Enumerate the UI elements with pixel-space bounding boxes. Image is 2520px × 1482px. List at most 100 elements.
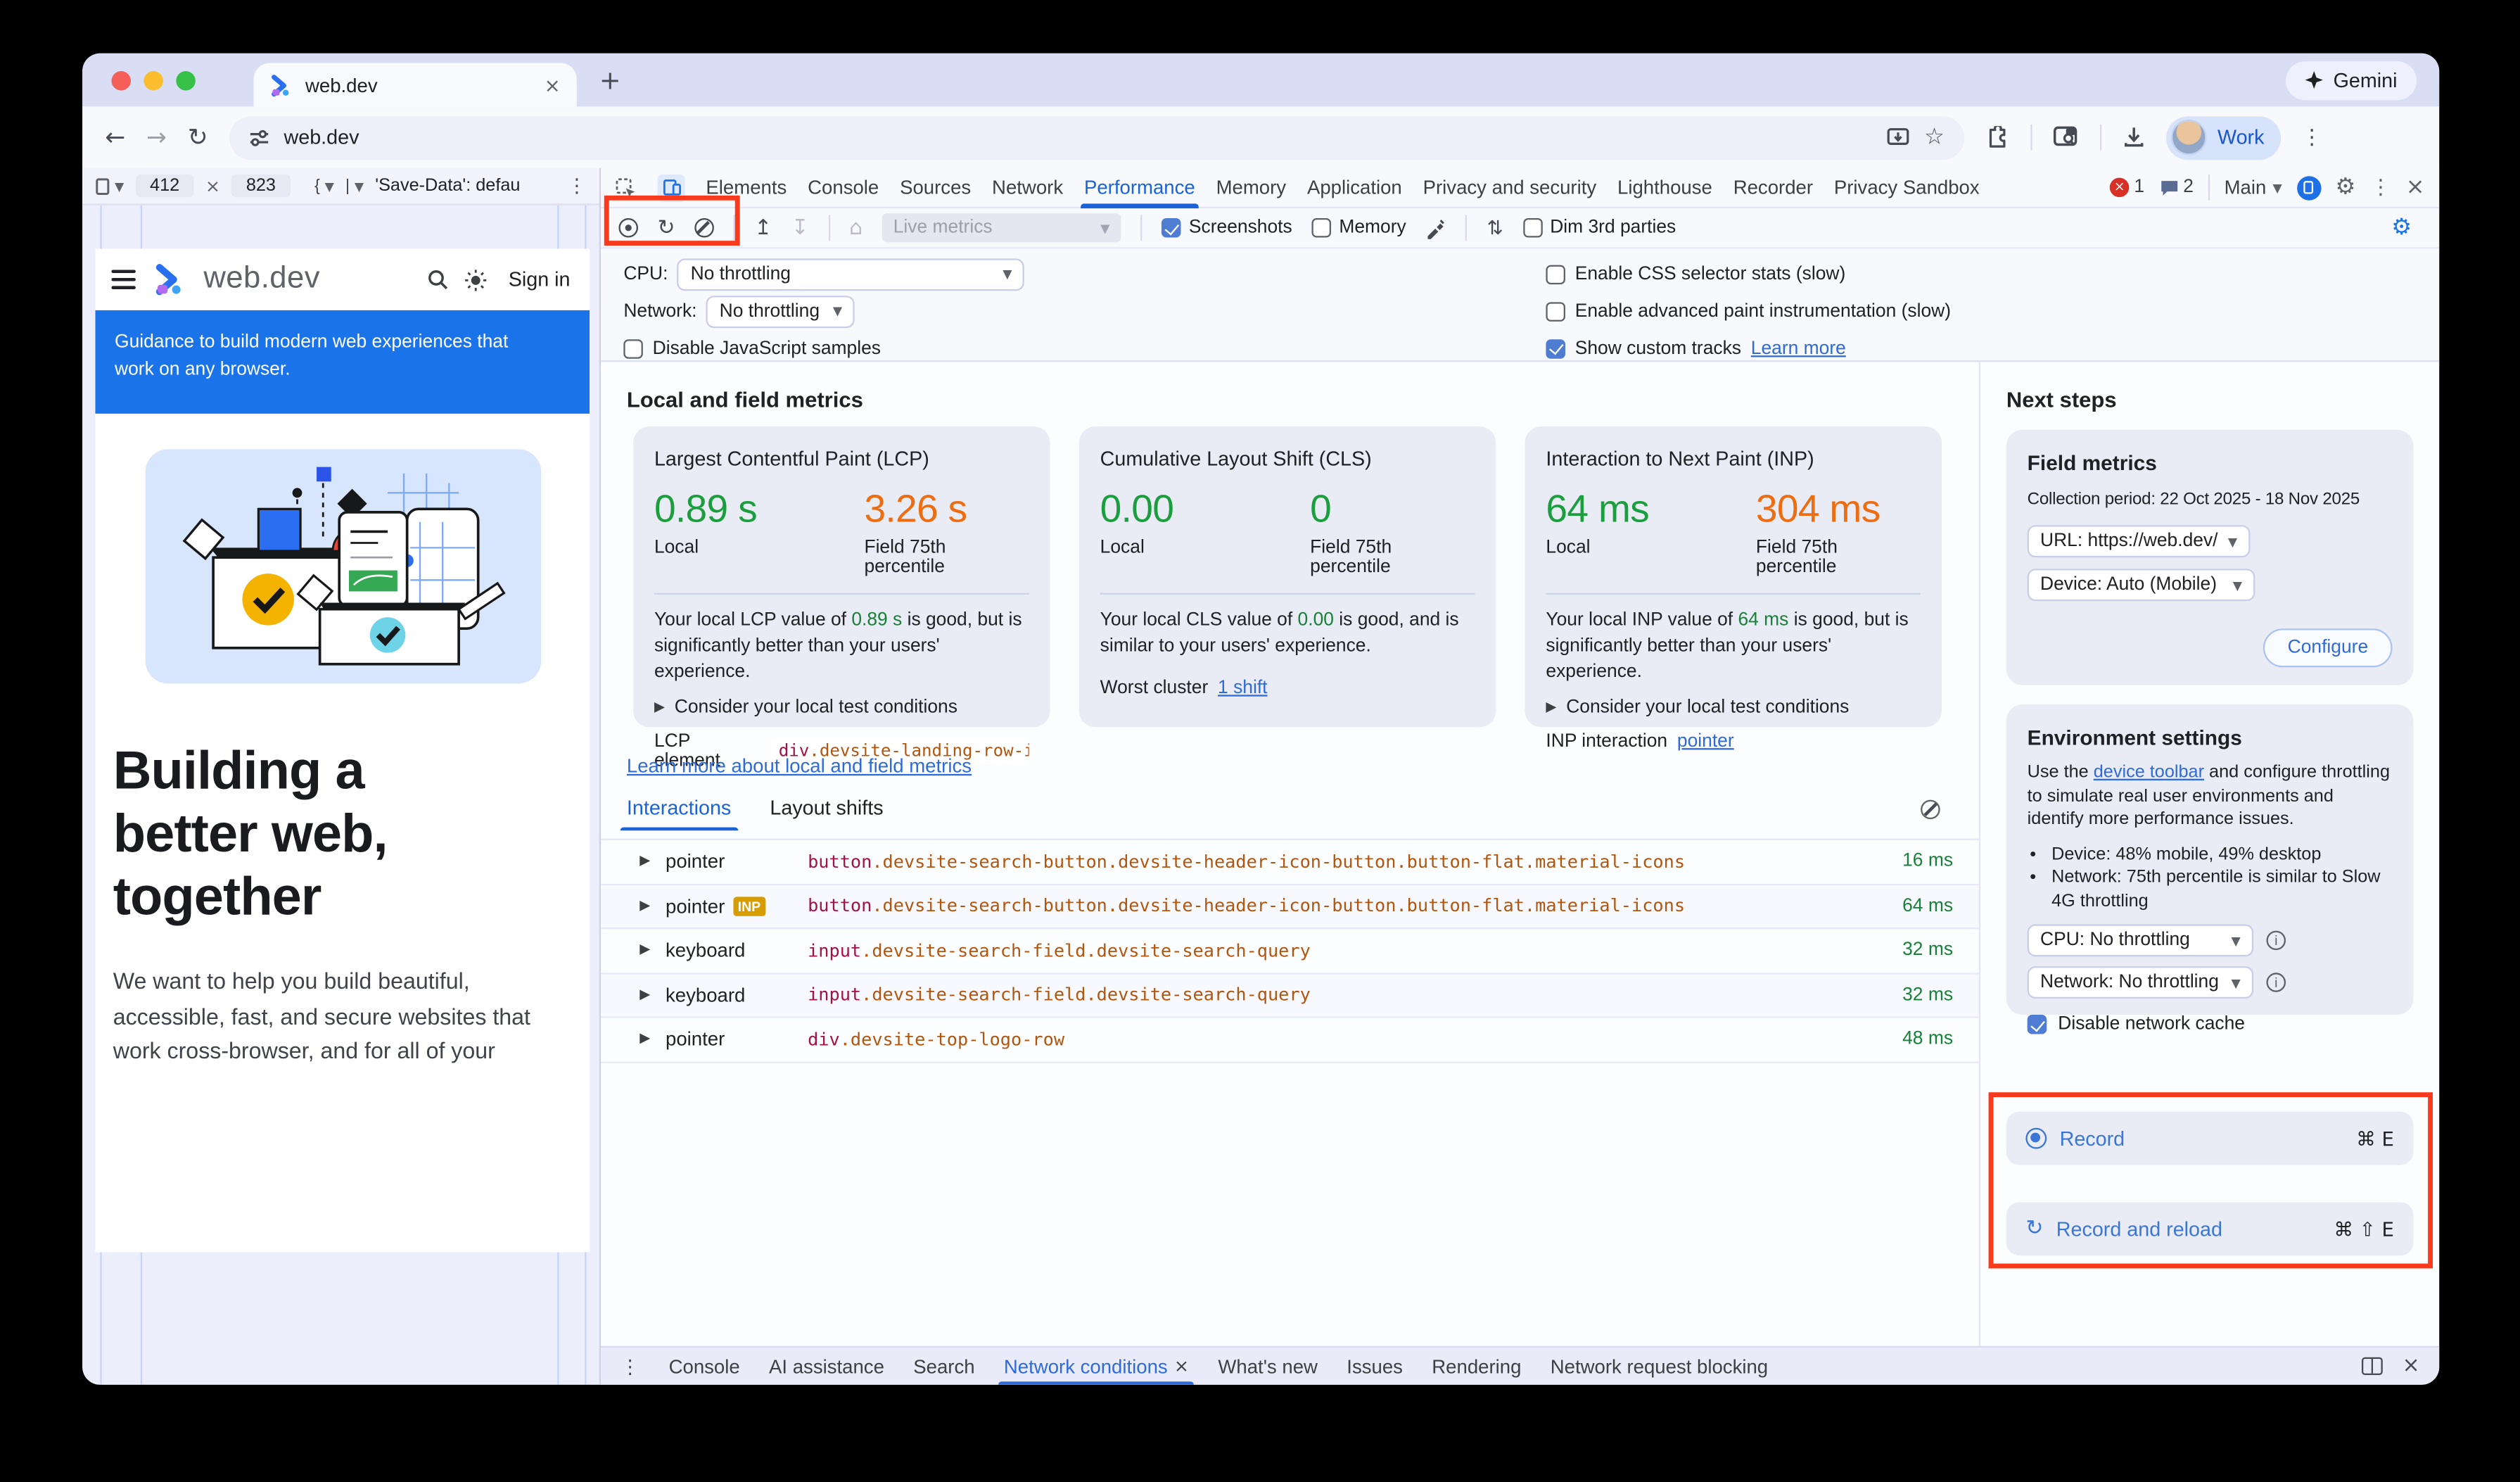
tab-sources[interactable]: Sources	[900, 176, 972, 199]
load-profile-icon[interactable]: ↥	[754, 215, 772, 240]
new-tab-button[interactable]: +	[599, 64, 621, 96]
tab-privacy-sandbox[interactable]: Privacy Sandbox	[1833, 176, 1980, 199]
downloads-icon[interactable]	[2123, 126, 2145, 148]
extensions-icon[interactable]	[1985, 125, 2009, 149]
tab-application[interactable]: Application	[1306, 176, 1402, 199]
device-toolbar-menu-icon[interactable]: ⋮	[566, 174, 587, 198]
learn-more-link[interactable]: Learn more	[1750, 338, 1846, 358]
drawer-tab-search[interactable]: Search	[913, 1355, 975, 1378]
interactions-tab[interactable]: Interactions	[620, 797, 737, 831]
drawer-close-icon[interactable]: ×	[2402, 1354, 2420, 1379]
lcp-expand-conditions[interactable]: ▶ Consider your local test conditions	[654, 697, 957, 718]
env-cpu-select[interactable]: CPU: No throttling ▼	[2027, 924, 2254, 957]
dim-3rd-parties-checkbox[interactable]: Dim 3rd parties	[1522, 217, 1676, 238]
search-icon[interactable]	[426, 268, 449, 291]
interaction-row[interactable]: ▶ pointer div.devsite-top-logo-row 48 ms	[601, 1018, 1979, 1063]
throttling-select[interactable]: | ▼	[345, 177, 364, 195]
css-selector-stats-checkbox[interactable]: Enable CSS selector stats (slow)	[1546, 255, 1951, 293]
drawer-menu-icon[interactable]: ⋮	[620, 1355, 640, 1378]
drawer-tab-network-request-blocking[interactable]: Network request blocking	[1550, 1355, 1769, 1378]
interaction-row[interactable]: ▶ keyboard input.devsite-search-field.dev…	[601, 973, 1979, 1018]
record-button[interactable]: Record ⌘ E	[2006, 1111, 2414, 1165]
tab-lighthouse[interactable]: Lighthouse	[1617, 176, 1712, 199]
forward-button[interactable]: →	[146, 122, 167, 151]
metrics-learn-more-link[interactable]: Learn more about local and field metrics	[626, 754, 972, 778]
tab-close-icon[interactable]: ×	[544, 73, 561, 96]
back-button[interactable]: ←	[105, 122, 126, 151]
tab-memory[interactable]: Memory	[1216, 176, 1287, 199]
drawer-tab-rendering[interactable]: Rendering	[1432, 1355, 1522, 1378]
hamburger-menu-icon[interactable]	[111, 270, 136, 290]
drawer-tab-console[interactable]: Console	[668, 1355, 740, 1378]
env-network-select[interactable]: Network: No throttling ▼	[2027, 966, 2254, 999]
tab-elements[interactable]: Elements	[706, 176, 787, 199]
disable-js-samples-checkbox[interactable]: Disable JavaScript samples	[623, 329, 1025, 367]
issues-counter[interactable]: 2	[2159, 178, 2194, 197]
drawer-tab-ai-assistance[interactable]: AI assistance	[769, 1355, 884, 1378]
worst-cluster-link[interactable]: 1 shift	[1218, 678, 1268, 698]
dimensions-preset-select[interactable]: ▼	[95, 177, 124, 194]
inp-expand-conditions[interactable]: ▶ Consider your local test conditions	[1546, 697, 1850, 718]
collapse-tracks-icon[interactable]: ⇅	[1487, 216, 1503, 239]
devtools-settings-icon[interactable]: ⚙	[2335, 174, 2356, 201]
maximize-window-button[interactable]	[176, 70, 196, 90]
address-bar[interactable]: web.dev ☆	[229, 115, 1964, 160]
interaction-row[interactable]: ▶ keyboard input.devsite-search-field.dev…	[601, 929, 1979, 974]
theme-toggle-icon[interactable]	[463, 267, 487, 291]
custom-tracks-checkbox[interactable]	[1546, 338, 1565, 358]
interaction-row[interactable]: ▶ pointer INP button.devsite-search-button…	[601, 885, 1979, 930]
tab-network[interactable]: Network	[992, 176, 1064, 199]
clear-log-icon[interactable]	[1921, 799, 1940, 820]
profile-button[interactable]: Work	[2165, 115, 2281, 160]
interaction-row[interactable]: ▶ pointer button.devsite-search-button.de…	[601, 840, 1979, 885]
screenshots-checkbox[interactable]: Screenshots	[1161, 217, 1292, 238]
announcement-banner[interactable]: Guidance to build modern web experiences…	[95, 310, 590, 414]
reload-button[interactable]: ↻	[187, 122, 208, 151]
info-icon[interactable]: i	[2266, 973, 2286, 992]
install-icon[interactable]	[1887, 127, 1909, 148]
viewport-height-input[interactable]: 823	[231, 174, 291, 198]
inp-interaction-link[interactable]: pointer	[1676, 732, 1734, 752]
field-device-select[interactable]: Device: Auto (Mobile) ▼	[2027, 569, 2255, 602]
site-brand[interactable]: web.dev	[203, 261, 321, 296]
bookmark-star-icon[interactable]: ☆	[1924, 124, 1945, 151]
tab-performance[interactable]: Performance	[1081, 167, 1198, 208]
memory-checkbox[interactable]: Memory	[1311, 217, 1406, 238]
disable-network-cache-checkbox[interactable]: Disable network cache	[2027, 1014, 2393, 1034]
lcp-element-chip[interactable]: div.devsite-landing-row-ite…	[770, 738, 1029, 765]
screencast-icon[interactable]	[2296, 175, 2321, 200]
target-selector[interactable]: Main ▼	[2224, 176, 2282, 199]
gemini-button[interactable]: Gemini	[2286, 61, 2417, 100]
device-toolbar-link[interactable]: device toolbar	[2093, 762, 2205, 783]
tab-console[interactable]: Console	[808, 176, 879, 199]
dock-side-icon[interactable]	[2362, 1357, 2384, 1376]
minimize-window-button[interactable]	[144, 70, 163, 90]
tab-recorder[interactable]: Recorder	[1733, 176, 1814, 199]
browser-tab[interactable]: web.dev ×	[253, 63, 577, 107]
tab-privacy-security[interactable]: Privacy and security	[1423, 176, 1597, 199]
drawer-tab-close-icon[interactable]: ×	[1173, 1355, 1190, 1377]
layout-shifts-tab[interactable]: Layout shifts	[770, 797, 884, 820]
perf-settings-gear-icon[interactable]: ⚙	[2391, 215, 2412, 241]
search-this-page-icon[interactable]	[2053, 126, 2079, 148]
clear-icon[interactable]	[694, 217, 714, 238]
garbage-collect-icon[interactable]	[1425, 217, 1446, 239]
record-icon[interactable]	[618, 217, 638, 238]
drawer-tab-issues[interactable]: Issues	[1347, 1355, 1403, 1378]
field-url-select[interactable]: URL: https://web.dev/▼	[2027, 525, 2251, 558]
record-and-reload-button[interactable]: ↻ Record and reload ⌘ ⇧ E	[2006, 1202, 2414, 1256]
error-counter[interactable]: × 1	[2109, 177, 2144, 198]
configure-button[interactable]: Configure	[2263, 628, 2393, 668]
drawer-tab-network-conditions[interactable]: Network conditions ×	[999, 1347, 1194, 1385]
zoom-select[interactable]: {▼	[314, 177, 334, 195]
viewport-width-input[interactable]: 412	[135, 174, 194, 198]
info-icon[interactable]: i	[2266, 930, 2286, 951]
record-reload-icon[interactable]: ↻	[657, 215, 675, 240]
advanced-paint-checkbox[interactable]: Enable advanced paint instrumentation (s…	[1546, 293, 1951, 330]
cpu-throttling-select[interactable]: No throttling ▼	[677, 258, 1025, 291]
network-throttling-select[interactable]: No throttling ▼	[706, 295, 855, 327]
sign-in-link[interactable]: Sign in	[508, 268, 571, 291]
devtools-close-icon[interactable]: ×	[2405, 174, 2425, 201]
inspect-element-icon[interactable]	[616, 177, 637, 198]
browser-menu-icon[interactable]: ⋮	[2301, 125, 2323, 150]
